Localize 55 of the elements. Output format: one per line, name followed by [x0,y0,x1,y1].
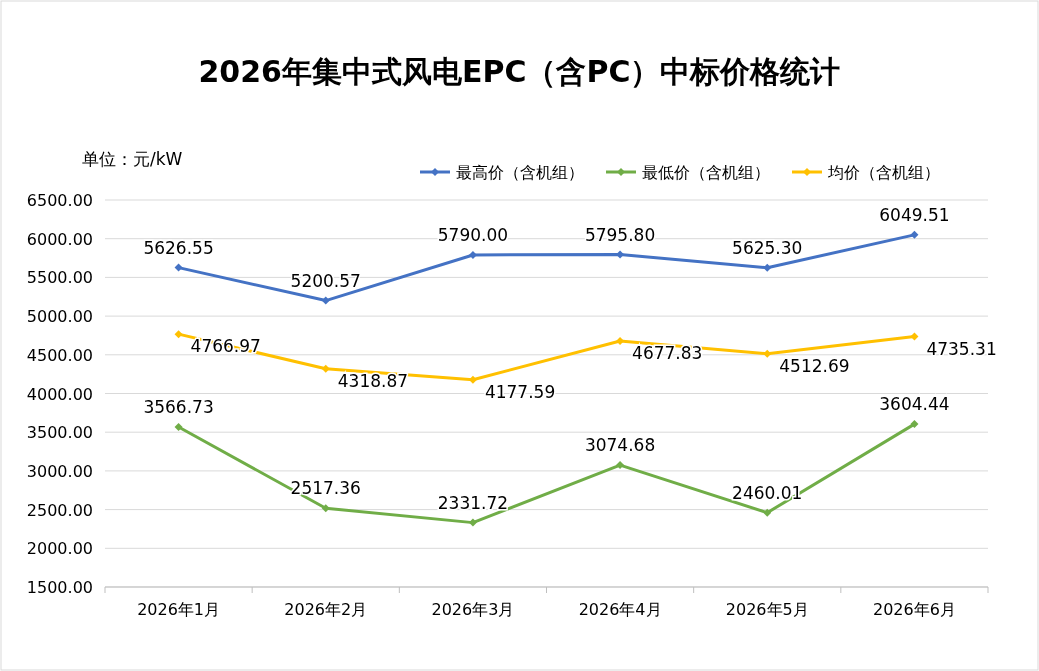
y-tick-label: 4000.00 [26,384,93,404]
y-tick-label: 3000.00 [26,461,93,481]
point [616,461,625,470]
point [763,349,772,358]
y-axis-title: 单位：元/kW [82,149,183,169]
data-label: 2331.72 [437,492,509,513]
data-label: 5625.30 [732,237,803,258]
point [321,364,330,373]
point [468,518,477,527]
data-label: 5200.57 [290,270,361,291]
point [910,332,919,341]
data-label: 4677.83 [632,343,703,364]
y-tick-label: 6500.00 [26,191,93,210]
data-label: 2517.36 [290,478,361,499]
data-label: 2460.01 [732,482,803,503]
data-label: 4735.31 [926,338,997,359]
y-tick-label: 5000.00 [26,307,93,327]
data-label: 3604.44 [879,394,950,415]
x-tick-label: 2026年5月 [725,600,809,619]
point [763,508,772,517]
point [174,263,183,272]
point [763,263,772,272]
data-label: 4512.69 [779,355,850,376]
point [468,250,477,259]
y-tick-label: 1500.00 [26,578,93,597]
y-tick-label: 4500.00 [26,345,93,365]
data-label: 5790.00 [437,224,509,245]
data-label: 3566.73 [143,397,214,418]
x-tick-label: 2026年6月 [872,600,956,619]
x-tick-label: 2026年4月 [578,600,662,619]
point [174,330,183,339]
y-tick-label: 5500.00 [26,268,93,288]
data-label: 5795.80 [584,224,656,245]
legend-label: 均价（含机组） [827,163,940,182]
data-label: 3074.68 [584,435,656,456]
x-tick-label: 2026年2月 [284,600,368,619]
legend-label: 最低价（含机组） [642,163,770,182]
point [910,230,919,239]
data-label: 4177.59 [484,381,556,402]
point [321,296,330,305]
x-tick-label: 2026年1月 [137,600,221,619]
chart-title: 2026年集中式风电EPC（含PC）中标价格统计 [198,54,841,89]
y-tick-label: 3500.00 [26,423,93,443]
point [174,423,183,432]
point [910,420,919,429]
y-tick-label: 2500.00 [26,500,93,520]
y-tick-label: 2000.00 [26,539,93,559]
legend-label: 最高价（含机组） [456,163,584,182]
data-label: 4318.87 [337,370,409,391]
point [321,504,330,513]
y-tick-label: 6000.00 [26,229,93,249]
data-label: 6049.51 [879,204,950,225]
x-tick-label: 2026年3月 [431,600,515,619]
point [616,250,625,259]
data-label: 5626.55 [143,237,214,258]
